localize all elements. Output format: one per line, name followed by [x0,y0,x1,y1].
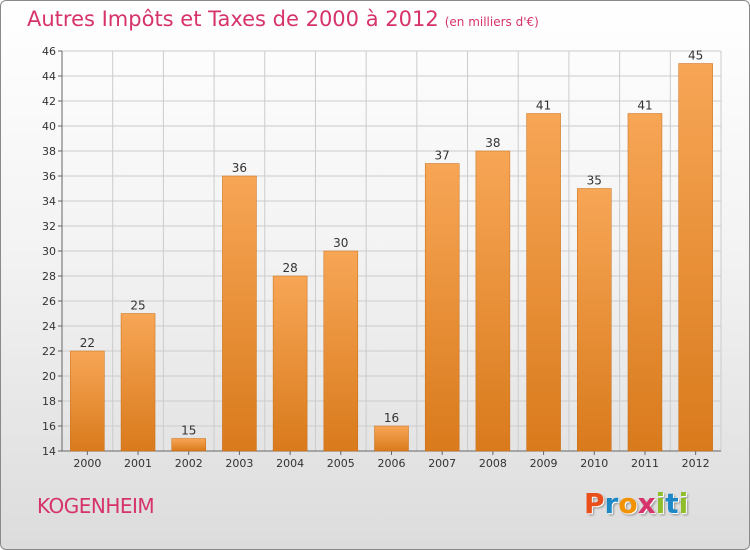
x-tick-label: 2010 [580,457,608,470]
logo-letter: i [655,487,666,520]
bar-value-label: 35 [587,174,602,188]
bar-value-label: 41 [637,99,652,113]
y-tick-label: 40 [42,120,56,133]
bar-value-label: 45 [688,49,703,63]
y-tick-label: 16 [42,420,56,433]
labels: 14 16 18 20 22 24 26 28 30 32 34 36 38 40 42 44 46 22 2000… [42,45,710,470]
y-tick-label: 38 [42,145,56,158]
y-tick-label: 46 [42,45,56,58]
y-tick-label: 30 [42,245,56,258]
x-tick-label: 2007 [428,457,456,470]
bar-value-label: 30 [333,236,348,250]
bar [272,275,308,452]
y-tick-label: 36 [42,170,56,183]
x-tick-label: 2002 [175,457,203,470]
bars [70,63,713,452]
y-tick-label: 42 [42,95,56,108]
logo-letter: t [665,487,679,520]
x-tick-label: 2008 [479,457,507,470]
x-tick-label: 2011 [631,457,659,470]
y-tick-label: 24 [42,320,56,333]
y-tick-label: 34 [42,195,56,208]
bar [475,150,511,452]
x-tick-label: 2005 [327,457,355,470]
bar [424,163,460,452]
x-tick-label: 2009 [530,457,558,470]
bar-value-label: 16 [384,411,399,425]
y-tick-label: 32 [42,220,56,233]
bar [70,350,105,452]
x-tick-label: 2000 [73,457,101,470]
logo-letter: i [678,487,689,520]
x-tick-label: 2004 [276,457,304,470]
commune-name: KOGENHEIM [37,494,155,518]
y-tick-label: 20 [42,370,56,383]
y-tick-label: 14 [42,445,56,458]
bar [323,250,359,452]
bar-value-label: 37 [435,149,450,163]
x-tick-label: 2001 [124,457,152,470]
bar-value-label: 28 [282,261,297,275]
proxiti-logo: Proxiti [584,487,688,520]
chart-title-unit: (en milliers d'€) [444,15,539,29]
axes [58,50,721,455]
bar-value-label: 38 [485,136,500,150]
x-tick-label: 2006 [378,457,406,470]
bar-value-label: 36 [232,161,247,175]
y-tick-label: 18 [42,395,56,408]
bar [678,63,713,452]
bar [222,175,257,452]
bar [374,425,409,452]
bar-value-label: 22 [80,336,95,350]
bar-value-label: 41 [536,99,551,113]
x-tick-label: 2003 [225,457,253,470]
bar [171,438,206,452]
logo-letter: x [637,487,656,520]
bar [627,113,663,452]
logo-letter: P [584,487,605,520]
bar [526,113,561,452]
logo-letter: r [604,487,619,520]
grid-lines [61,50,722,452]
bar-value-label: 15 [181,424,196,438]
chart-title-text: Autres Impôts et Taxes de 2000 à 2012 [27,7,439,31]
x-tick-label: 2012 [682,457,710,470]
bar-value-label: 25 [130,299,145,313]
bar [120,313,156,452]
y-tick-label: 44 [42,70,56,83]
chart-title: Autres Impôts et Taxes de 2000 à 2012 (en… [27,7,539,31]
logo-letter: o [618,487,638,520]
y-tick-label: 22 [42,345,56,358]
y-tick-label: 26 [42,295,56,308]
y-tick-label: 28 [42,270,56,283]
bar [577,188,612,452]
